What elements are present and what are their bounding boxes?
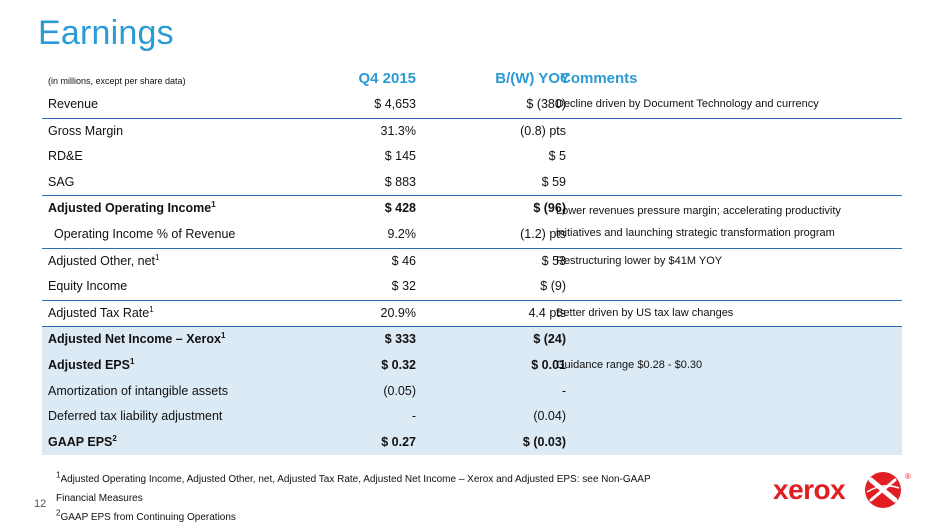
footnote-marker: 1 [211,200,216,210]
table-row: Operating Income % of Revenue 9.2% (1.2)… [42,222,902,249]
row-yoy-value: $ (380) [526,97,566,111]
row-yoy-value: $ (9) [540,279,566,294]
row-comment: Restructuring lower by $41M YOY [556,254,723,267]
table-row: Revenue $ 4,653 $ (380) Decline driven b… [42,92,902,119]
footnote-marker: 1 [129,356,135,366]
row-yoy-value: (0.04) [533,409,566,424]
footnote-marker: 1 [149,304,154,314]
row-yoy-value: - [561,383,566,398]
table-row: Adjusted Other, net1 $ 46 $ 53 Restructu… [42,249,902,275]
table-row: RD&E $ 145 $ 5 [42,144,902,170]
row-q4-value: $ 428 [384,201,416,216]
row-label: RD&E [48,149,83,164]
row-label: Revenue [48,97,99,111]
footnote-marker: 1 [220,331,226,341]
row-q4-value: $ 145 [384,149,416,164]
row-q4-value: $ 333 [384,332,416,347]
row-label: Equity Income [48,279,128,294]
merged-comment: Lower revenues pressure margin; accelera… [556,200,841,244]
table-row: SAG $ 883 $ 59 [42,170,902,197]
row-yoy-value: (1.2) pts [520,226,566,241]
footnote-1: 1Adjusted Operating Income, Adjusted Oth… [56,470,651,485]
table-row: Adjusted Net Income – Xerox1 $ 333 $ (24… [42,327,902,353]
row-label: Adjusted EPS1 [48,356,135,372]
merged-comment-line-1: Lower revenues pressure margin; accelera… [556,205,841,217]
row-label: Adjusted Tax Rate1 [48,304,154,320]
footnote-marker: 1 [155,252,160,262]
footnote-2: 2GAAP EPS from Continuing Operations [56,508,236,523]
row-label: Operating Income % of Revenue [54,226,236,241]
row-label: Adjusted Other, net1 [48,252,160,268]
row-q4-value: 9.2% [387,226,417,241]
footnote-marker: 2 [112,433,117,443]
row-yoy-value: (0.8) pts [520,123,566,138]
earnings-table: Revenue $ 4,653 $ (380) Decline driven b… [42,92,902,456]
row-yoy-value: $ (96) [533,201,566,216]
table-row: Deferred tax liability adjustment - (0.0… [42,404,902,430]
column-header-yoy: B/(W) YOY [495,70,570,87]
column-header-comments: Comments [560,70,638,87]
slide-title: Earnings [38,14,174,52]
row-label: SAG [48,174,75,189]
row-comment: Decline driven by Document Technology an… [556,98,819,110]
row-label: Adjusted Operating Income1 [48,200,216,216]
row-q4-value: - [411,409,416,424]
row-q4-value: (0.05) [383,383,416,398]
table-row: Adjusted Operating Income1 $ 428 $ (96) [42,196,902,222]
row-yoy-value: $ (24) [533,332,566,347]
logo-wordmark: xerox [773,474,846,505]
registered-mark: ® [905,472,911,481]
column-header-q4: Q4 2015 [358,70,416,87]
row-comment: Better driven by US tax law changes [556,306,734,319]
row-yoy-value: 4.4 pts [528,305,566,320]
row-comment: Guidance range $0.28 - $0.30 [556,358,703,371]
row-label: Amortization of intangible assets [48,383,228,398]
row-yoy-value: $ 0.01 [531,357,566,372]
row-yoy-value: $ (0.03) [522,434,566,449]
table-row: Adjusted Tax Rate1 20.9% 4.4 pts Better … [42,301,902,328]
row-yoy-value: $ 5 [548,149,566,164]
row-label: Gross Margin [48,123,124,138]
row-q4-value: 31.3% [380,123,416,138]
row-yoy-value: $ 59 [541,174,566,189]
row-q4-value: $ 32 [391,279,416,294]
table-header: (in millions, except per share data) Q4 … [42,66,902,92]
merged-comment-line-2: initiatives and launching strategic tran… [556,227,835,239]
row-q4-value: $ 46 [391,253,416,268]
row-q4-value: 20.9% [380,305,416,320]
xerox-ball-icon [865,472,901,508]
page-number: 12 [34,498,47,510]
row-q4-value: $ 0.27 [381,434,416,449]
table-row: Adjusted EPS1 $ 0.32 $ 0.01 Guidance ran… [42,352,902,379]
row-q4-value: $ 883 [384,174,416,189]
units-note: (in millions, except per share data) [48,76,186,86]
table-row: GAAP EPS2 $ 0.27 $ (0.03) [42,429,902,456]
row-q4-value: $ 0.32 [381,357,416,372]
row-label: Adjusted Net Income – Xerox1 [48,331,226,347]
table-row: Gross Margin 31.3% (0.8) pts [42,119,902,145]
row-label: Deferred tax liability adjustment [48,409,223,424]
footnotes: 1Adjusted Operating Income, Adjusted Oth… [56,470,651,527]
row-q4-value: $ 4,653 [374,97,416,111]
row-yoy-value: $ 53 [541,253,566,268]
table-row: Equity Income $ 32 $ (9) [42,274,902,301]
row-label: GAAP EPS2 [48,433,117,449]
xerox-logo: xerox ® [773,468,923,516]
footnote-1-continued: Financial Measures [56,493,143,504]
table-row: Amortization of intangible assets (0.05)… [42,378,902,405]
